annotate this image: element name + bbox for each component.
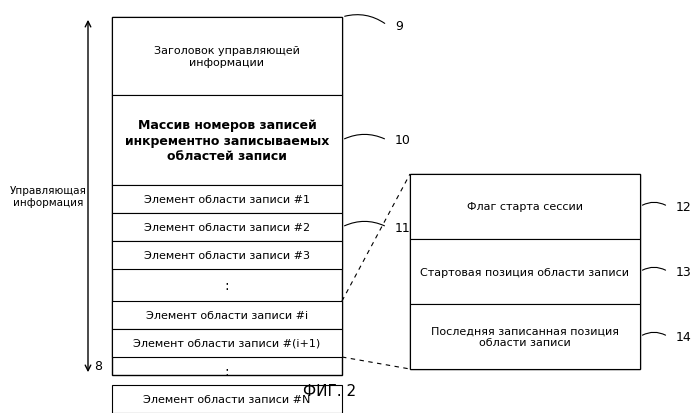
Text: Элемент области записи #N: Элемент области записи #N — [144, 394, 311, 404]
Bar — [112, 301, 342, 329]
Bar — [410, 175, 640, 240]
Text: 9: 9 — [395, 19, 403, 33]
Bar — [112, 385, 342, 413]
Text: :: : — [225, 278, 230, 292]
Bar — [112, 96, 342, 185]
Bar — [112, 18, 342, 375]
Text: 13: 13 — [676, 266, 692, 278]
Bar — [410, 240, 640, 304]
Bar — [112, 18, 342, 96]
Text: 12: 12 — [676, 201, 692, 214]
Text: Элемент области записи #2: Элемент области записи #2 — [144, 223, 310, 233]
Text: Элемент области записи #(i+1): Элемент области записи #(i+1) — [134, 338, 321, 348]
Text: Элемент области записи #3: Элемент области записи #3 — [144, 250, 310, 260]
Text: 11: 11 — [395, 221, 411, 234]
Bar — [112, 214, 342, 242]
Text: Управляющая
информация: Управляющая информация — [10, 186, 86, 207]
Text: Стартовая позиция области записи: Стартовая позиция области записи — [421, 267, 629, 277]
Bar — [410, 175, 640, 369]
Text: Массив номеров записей
инкрементно записываемых
областей записи: Массив номеров записей инкрементно запис… — [125, 119, 329, 162]
Text: 14: 14 — [676, 330, 692, 343]
Text: Последняя записанная позиция
области записи: Последняя записанная позиция области зап… — [431, 326, 619, 347]
Bar — [112, 185, 342, 214]
Text: 10: 10 — [395, 134, 411, 147]
Text: Элемент области записи #i: Элемент области записи #i — [146, 310, 308, 320]
Text: Флаг старта сессии: Флаг старта сессии — [467, 202, 583, 212]
Text: :: : — [225, 364, 230, 378]
Bar — [112, 242, 342, 269]
Text: ФИГ. 2: ФИГ. 2 — [303, 384, 356, 399]
Text: Заголовок управляющей
информации: Заголовок управляющей информации — [154, 46, 300, 68]
Bar — [410, 304, 640, 369]
Text: 8: 8 — [94, 358, 102, 372]
Bar — [112, 329, 342, 357]
Text: Элемент области записи #1: Элемент области записи #1 — [144, 195, 310, 204]
